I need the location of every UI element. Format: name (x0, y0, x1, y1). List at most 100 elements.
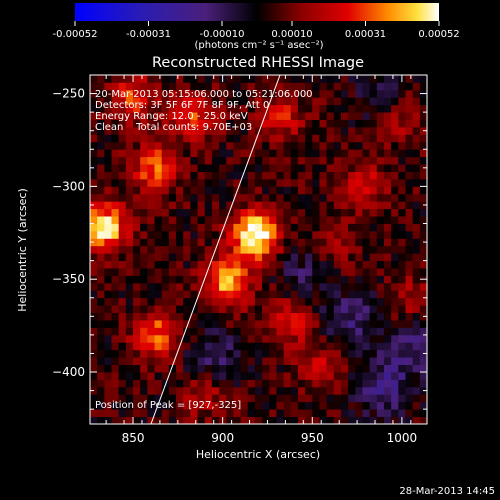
heatmap-pixel (254, 260, 263, 269)
heatmap-pixel (240, 245, 249, 254)
heatmap-pixel (104, 394, 112, 403)
heatmap-pixel (412, 149, 421, 158)
heatmap-pixel (154, 134, 163, 143)
heatmap-pixel (283, 342, 292, 351)
heatmap-pixel (297, 186, 306, 195)
heatmap-pixel (362, 223, 371, 232)
heatmap-pixel (319, 193, 328, 202)
heatmap-pixel (340, 97, 349, 106)
heatmap-pixel (340, 394, 349, 403)
x-tick-label: 900 (211, 431, 234, 445)
heatmap-pixel (405, 238, 414, 247)
heatmap-pixel (362, 275, 371, 284)
heatmap-pixel (262, 275, 270, 284)
heatmap-pixel (391, 275, 399, 284)
heatmap-pixel (276, 216, 284, 224)
heatmap-pixel (355, 216, 363, 224)
heatmap-pixel (190, 320, 198, 328)
heatmap-pixel (369, 245, 378, 254)
heatmap-pixel (276, 401, 284, 410)
heatmap-pixel (211, 312, 220, 321)
heatmap-pixel (340, 312, 349, 321)
heatmap-pixel (226, 268, 234, 276)
heatmap-pixel (197, 275, 206, 284)
heatmap-pixel (283, 357, 292, 365)
heatmap-pixel (269, 349, 277, 358)
heatmap-pixel (233, 126, 241, 135)
heatmap-pixel (183, 364, 191, 373)
heatmap-pixel (183, 268, 191, 276)
heatmap-pixel (369, 253, 378, 262)
heatmap-pixel (269, 372, 277, 380)
heatmap-pixel (226, 75, 234, 83)
heatmap-pixel (161, 320, 170, 328)
heatmap-pixel (226, 149, 234, 158)
heatmap-pixel (269, 134, 277, 143)
heatmap-pixel (355, 201, 363, 210)
annotation-clean: Clean Total counts: 9.70E+03 (95, 122, 252, 133)
heatmap-pixel (283, 253, 292, 262)
heatmap-pixel (240, 305, 249, 314)
heatmap-pixel (168, 216, 177, 224)
heatmap-pixel (204, 230, 213, 239)
heatmap-pixel (348, 401, 356, 410)
heatmap-pixel (319, 112, 328, 120)
heatmap-pixel (140, 208, 148, 217)
heatmap-pixel (197, 312, 206, 321)
heatmap-pixel (147, 97, 155, 106)
heatmap-pixel (398, 201, 406, 210)
heatmap-pixel (383, 141, 392, 150)
heatmap-pixel (204, 297, 213, 306)
heatmap-pixel (233, 208, 241, 217)
heatmap-pixel (398, 208, 406, 217)
heatmap-pixel (161, 275, 170, 284)
heatmap-pixel (168, 230, 177, 239)
heatmap-pixel (104, 253, 112, 262)
heatmap-pixel (391, 364, 399, 373)
heatmap-pixel (211, 305, 220, 314)
heatmap-pixel (97, 372, 105, 380)
heatmap-pixel (412, 230, 421, 239)
heatmap-pixel (405, 193, 414, 202)
heatmap-pixel (319, 216, 328, 224)
heatmap-pixel (204, 171, 213, 180)
heatmap-pixel (104, 89, 112, 98)
heatmap-pixel (219, 349, 227, 358)
heatmap-pixel (147, 394, 155, 403)
heatmap-pixel (290, 416, 299, 424)
heatmap-pixel (405, 208, 414, 217)
heatmap-pixel (219, 216, 227, 224)
heatmap-pixel (283, 201, 292, 210)
heatmap-pixel (104, 216, 112, 224)
heatmap-pixel (276, 223, 284, 232)
heatmap-pixel (305, 75, 313, 83)
heatmap-pixel (140, 349, 148, 358)
heatmap-pixel (312, 164, 320, 172)
heatmap-pixel (383, 75, 392, 83)
heatmap-pixel (233, 134, 241, 143)
heatmap-pixel (161, 97, 170, 106)
heatmap-pixel (254, 216, 263, 224)
heatmap-pixel (240, 89, 249, 98)
heatmap-pixel (326, 164, 335, 172)
heatmap-pixel (154, 223, 163, 232)
heatmap-pixel (125, 297, 134, 306)
heatmap-pixel (262, 82, 270, 91)
heatmap-pixel (147, 357, 155, 365)
heatmap-pixel (111, 164, 120, 172)
heatmap-pixel (333, 141, 342, 150)
heatmap-pixel (147, 312, 155, 321)
heatmap-pixel (104, 119, 112, 128)
heatmap-pixel (197, 141, 206, 150)
heatmap-pixel (140, 201, 148, 210)
heatmap-pixel (197, 223, 206, 232)
heatmap-pixel (419, 379, 427, 388)
heatmap-pixel (190, 342, 198, 351)
heatmap-pixel (376, 349, 385, 358)
heatmap-pixel (419, 394, 427, 403)
heatmap-pixel (276, 372, 284, 380)
heatmap-pixel (305, 409, 313, 417)
heatmap-pixel (362, 186, 371, 195)
heatmap-pixel (154, 75, 163, 83)
heatmap-pixel (419, 208, 427, 217)
